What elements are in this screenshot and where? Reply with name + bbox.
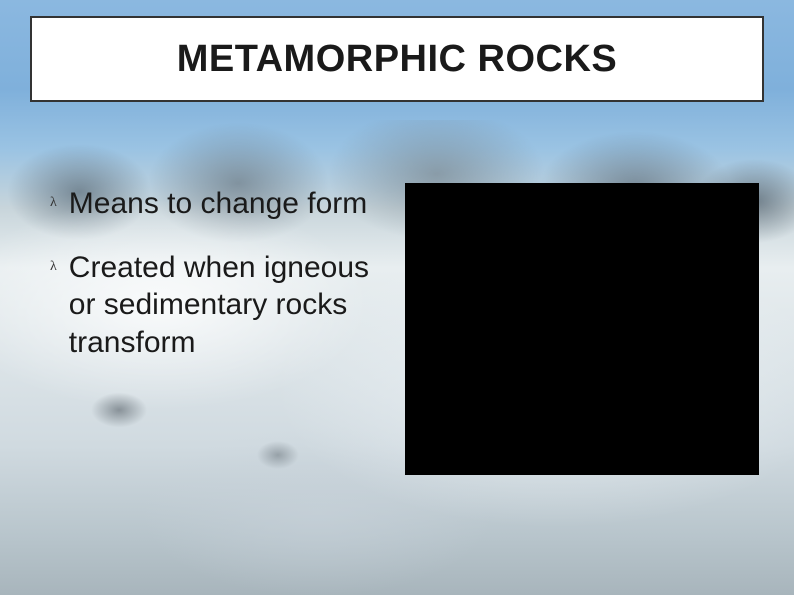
list-item: λ Means to change form — [50, 185, 380, 223]
image-placeholder — [405, 183, 759, 475]
list-item: λ Created when igneous or sedimentary ro… — [50, 249, 380, 362]
bullet-icon: λ — [50, 195, 57, 211]
bullet-icon: λ — [50, 259, 57, 275]
slide-title: METAMORPHIC ROCKS — [177, 38, 618, 81]
bullet-text: Means to change form — [69, 185, 368, 223]
bullet-list: λ Means to change form λ Created when ig… — [50, 185, 380, 387]
title-container: METAMORPHIC ROCKS — [30, 16, 764, 102]
bullet-text: Created when igneous or sedimentary rock… — [69, 249, 380, 362]
